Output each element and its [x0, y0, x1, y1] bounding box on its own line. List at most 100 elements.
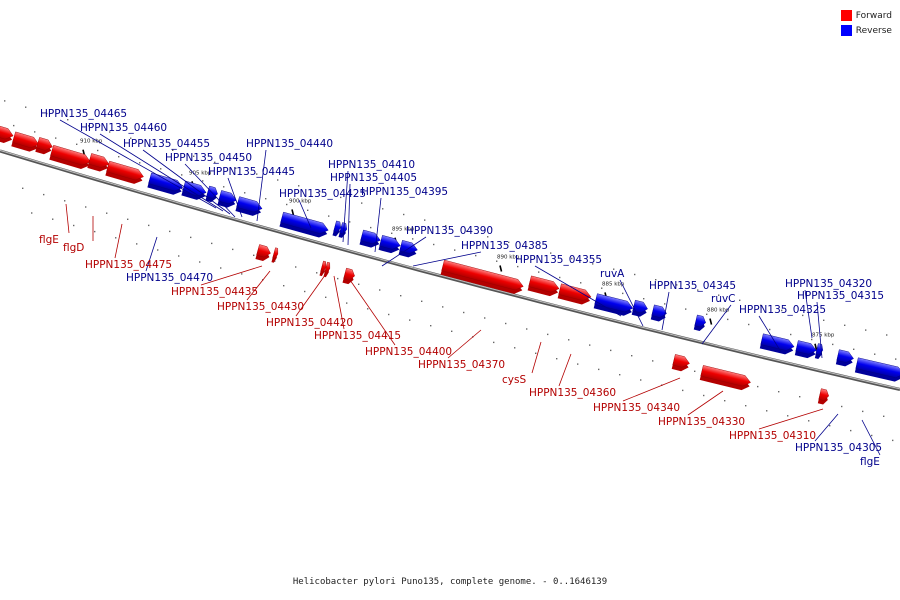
guide-dot: [295, 266, 297, 268]
guide-dot: [433, 243, 435, 246]
gene-label[interactable]: HPPN135_04425: [279, 188, 366, 200]
guide-dot: [46, 112, 48, 115]
guide-dot: [760, 304, 762, 307]
gene-arrow[interactable]: [217, 190, 237, 209]
gene-arrow[interactable]: [319, 260, 327, 277]
gene-label[interactable]: HPPN135_04315: [797, 290, 884, 302]
gene-arrow[interactable]: [323, 261, 331, 278]
guide-dot: [613, 268, 615, 270]
gene-arrow[interactable]: [835, 349, 855, 368]
guide-dot: [214, 161, 216, 163]
gene-label[interactable]: HPPN135_04415: [314, 330, 401, 342]
gene-arrow[interactable]: [147, 172, 184, 197]
guide-dot: [664, 303, 666, 305]
gene-label[interactable]: HPPN135_04320: [785, 278, 872, 290]
gene-arrow[interactable]: [279, 211, 329, 239]
gene-label[interactable]: HPPN135_04460: [80, 122, 167, 134]
gene-label[interactable]: HPPN135_04465: [40, 108, 127, 120]
gene-label[interactable]: HPPN135_04410: [328, 159, 415, 171]
gene-label[interactable]: HPPN135_04475: [85, 259, 172, 271]
gene-label[interactable]: HPPN135_04405: [330, 172, 417, 184]
gene-arrow[interactable]: [398, 240, 419, 259]
guide-dot: [139, 162, 141, 164]
gene-arrow[interactable]: [440, 259, 525, 296]
gene-label[interactable]: ruvC: [711, 293, 736, 305]
guide-dot: [73, 224, 75, 227]
gene-arrow[interactable]: [0, 124, 15, 145]
gene-label[interactable]: flgE: [39, 234, 59, 246]
gene-label[interactable]: HPPN135_04330: [658, 416, 745, 428]
gene-label[interactable]: HPPN135_04440: [246, 138, 333, 150]
gene-arrow-body: [333, 220, 341, 233]
gene-leader-line: [381, 236, 427, 267]
gene-leader-line: [349, 279, 396, 346]
gene-arrow[interactable]: [255, 244, 272, 263]
gene-label[interactable]: HPPN135_04325: [739, 304, 826, 316]
guide-dot: [22, 187, 24, 189]
gene-label[interactable]: HPPN135_04435: [171, 286, 258, 298]
gene-arrow[interactable]: [235, 196, 263, 218]
gene-arrow[interactable]: [359, 229, 382, 249]
gene-label[interactable]: HPPN135_04400: [365, 346, 452, 358]
guide-dot: [694, 370, 696, 372]
guide-dot: [766, 410, 768, 412]
gene-arrow[interactable]: [699, 365, 752, 391]
guide-dot: [577, 363, 579, 365]
gene-label[interactable]: HPPN135_04340: [593, 402, 680, 414]
guide-dot: [160, 168, 162, 170]
gene-arrow[interactable]: [35, 137, 54, 156]
gene-label[interactable]: HPPN135_04310: [729, 430, 816, 442]
gene-leader-line: [342, 170, 349, 243]
guide-dot: [130, 137, 132, 139]
gene-label[interactable]: HPPN135_04450: [165, 152, 252, 164]
guide-dot: [451, 330, 453, 332]
scale-tick-label: 890 kbp: [497, 255, 520, 261]
gene-arrow[interactable]: [105, 160, 145, 186]
gene-label[interactable]: HPPN135_04360: [529, 387, 616, 399]
gene-arrow[interactable]: [693, 314, 707, 332]
gene-label[interactable]: HPPN135_04420: [266, 317, 353, 329]
gene-label[interactable]: HPPN135_04385: [461, 240, 548, 252]
gene-label[interactable]: cysS: [502, 374, 526, 386]
gene-label[interactable]: HPPN135_04345: [649, 280, 736, 292]
gene-arrow[interactable]: [650, 304, 668, 323]
gene-arrow[interactable]: [817, 388, 830, 406]
gene-label[interactable]: HPPN135_04370: [418, 359, 505, 371]
gene-label[interactable]: HPPN135_04455: [123, 138, 210, 150]
gene-arrow[interactable]: [631, 299, 649, 318]
gene-arrow[interactable]: [332, 220, 342, 237]
gene-label[interactable]: HPPN135_04430: [217, 301, 304, 313]
legend-reverse-label: Reverse: [855, 25, 892, 36]
guide-dot: [307, 209, 309, 211]
gene-label[interactable]: HPPN135_04470: [126, 272, 213, 284]
gene-label[interactable]: ruvA: [600, 268, 625, 280]
gene-arrow[interactable]: [87, 153, 110, 173]
gene-label[interactable]: HPPN135_04305: [795, 442, 882, 454]
gene-label[interactable]: HPPN135_04395: [361, 186, 448, 198]
gene-arrow[interactable]: [759, 333, 796, 356]
guide-dot: [316, 272, 318, 274]
guide-dot: [97, 149, 99, 152]
gene-arrow[interactable]: [49, 144, 92, 171]
gene-label[interactable]: flgE: [860, 456, 880, 468]
gene-arrow[interactable]: [593, 293, 635, 318]
gene-arrow[interactable]: [378, 235, 402, 255]
gene-label[interactable]: HPPN135_04390: [406, 225, 493, 237]
guide-dot: [430, 325, 432, 327]
gene-arrow[interactable]: [557, 283, 593, 306]
gene-arrow[interactable]: [11, 131, 40, 154]
gene-arrow[interactable]: [342, 267, 356, 285]
gene-label[interactable]: flgD: [63, 242, 84, 254]
gene-arrow[interactable]: [271, 247, 279, 264]
gene-arrow[interactable]: [671, 354, 691, 372]
gene-label[interactable]: HPPN135_04445: [208, 166, 295, 178]
guide-dot: [55, 137, 57, 139]
gene-label[interactable]: HPPN135_04355: [515, 254, 602, 266]
guide-dot: [883, 415, 885, 417]
gene-leader-line: [619, 279, 644, 327]
gene-arrow-body: [343, 267, 355, 281]
gene-arrow[interactable]: [527, 275, 561, 298]
legend-reverse: Reverse: [840, 23, 892, 38]
gene-arrow-body: [651, 304, 667, 318]
gene-arrow[interactable]: [794, 340, 818, 360]
